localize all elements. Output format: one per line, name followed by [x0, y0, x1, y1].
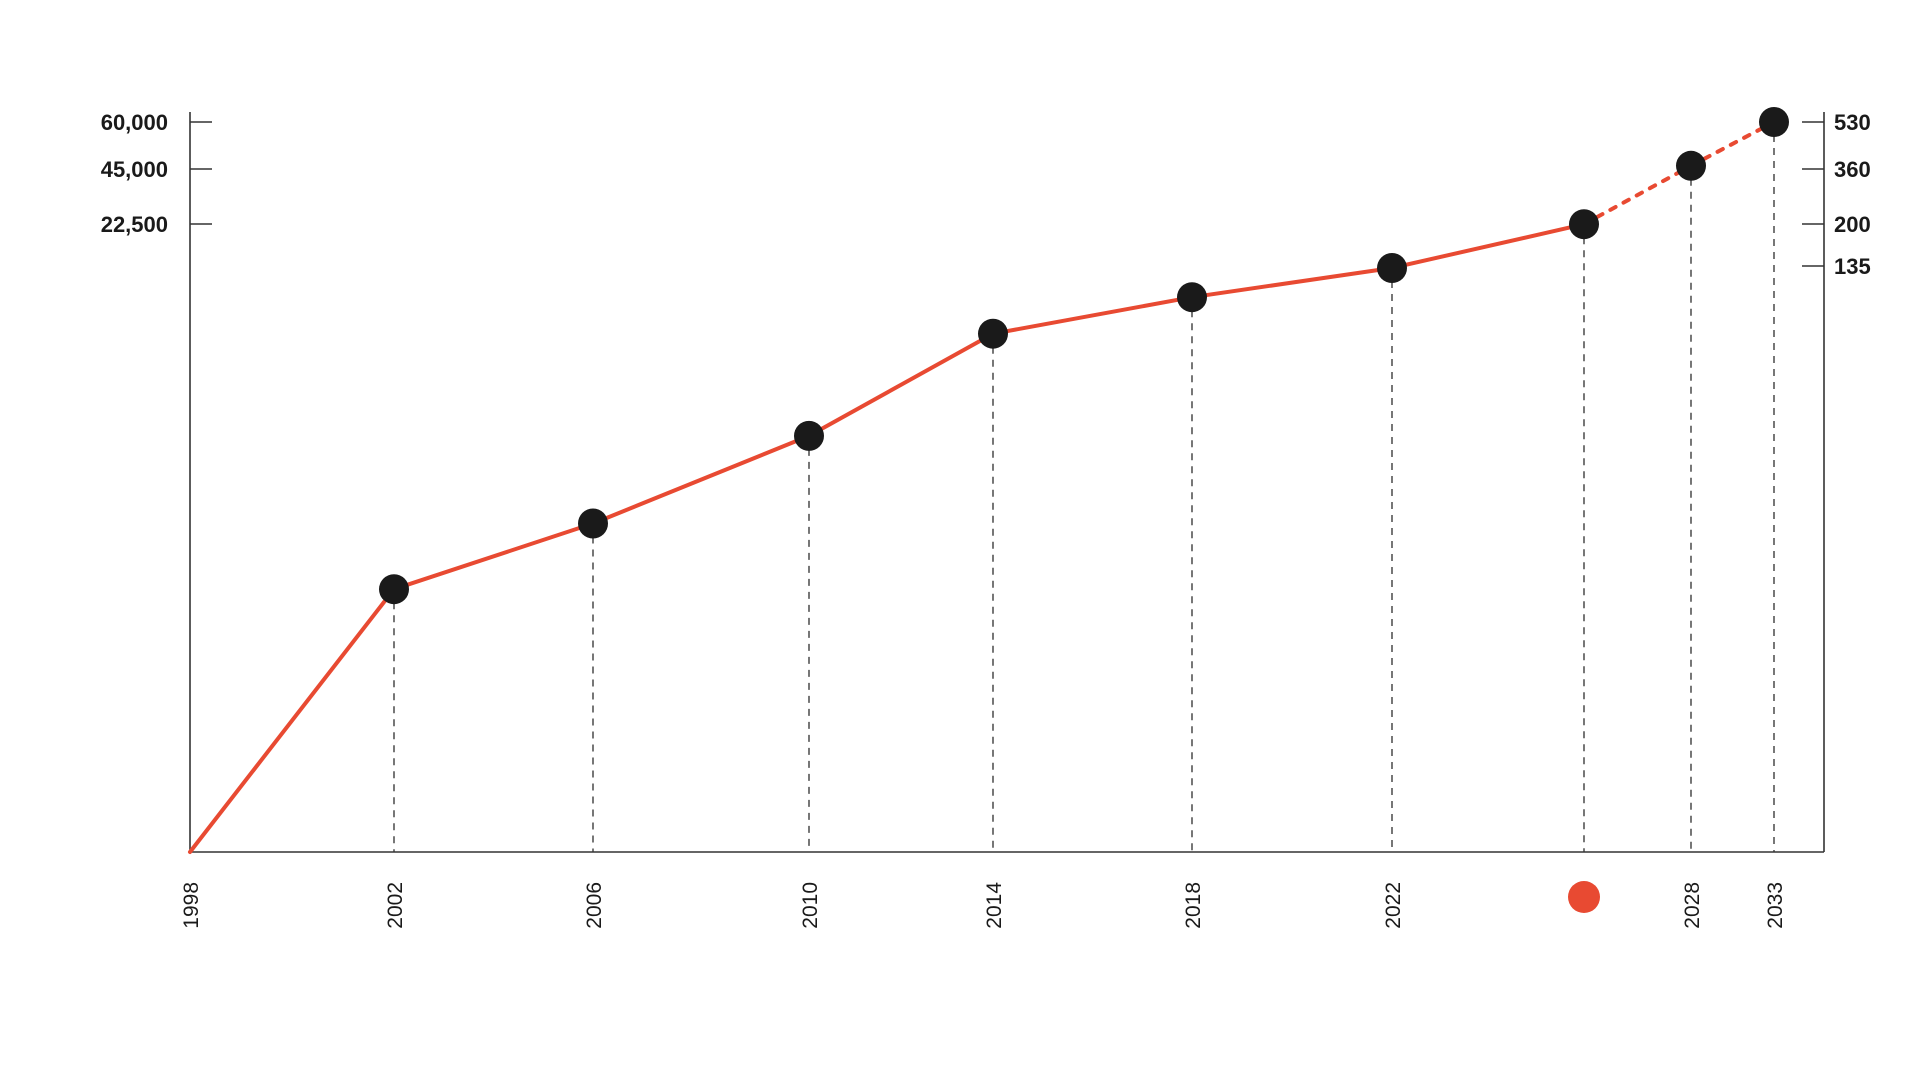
data-point-2006 [578, 508, 608, 539]
series-line-segment [1390, 222, 1586, 270]
data-point-2018 [1177, 282, 1207, 313]
data-point-2022 [1377, 253, 1407, 283]
series-line-segment [591, 433, 811, 526]
x-tick-label: 2028 [1681, 882, 1704, 929]
right-tick-label: 530 [1834, 110, 1871, 135]
x-tick-label: 2006 [583, 882, 606, 929]
data-point-2002 [379, 574, 409, 605]
data-point-2014 [978, 318, 1008, 349]
series-line-segment [807, 331, 995, 438]
data-point-2028 [1676, 150, 1706, 181]
right-tick-label: 360 [1834, 157, 1871, 182]
data-point-2026 [1569, 209, 1599, 240]
projected-line-segment [1582, 163, 1693, 227]
data-point-2033 [1759, 107, 1789, 137]
series-line-segment [392, 521, 595, 592]
x-highlight-dot [1568, 881, 1600, 913]
series-line-segment [991, 295, 1194, 336]
right-tick-label: 135 [1834, 254, 1871, 279]
x-tick-label: 2010 [799, 882, 822, 929]
x-tick-label: 2022 [1382, 882, 1405, 929]
x-tick-label: 2018 [1182, 882, 1205, 929]
left-tick-label: 22,500 [101, 212, 168, 237]
x-tick-label: 2014 [983, 882, 1006, 929]
series-line-segment [188, 587, 396, 854]
projected-line-segment [1689, 120, 1776, 168]
right-tick-label: 200 [1834, 212, 1871, 237]
x-tick-label: 2033 [1764, 882, 1787, 929]
x-tick-label: 1998 [180, 882, 203, 929]
series-line-segment [1190, 266, 1394, 300]
left-tick-label: 60,000 [101, 110, 168, 135]
data-point-2010 [794, 420, 824, 451]
x-tick-label: 2002 [384, 882, 407, 929]
left-tick-label: 45,000 [101, 157, 168, 182]
